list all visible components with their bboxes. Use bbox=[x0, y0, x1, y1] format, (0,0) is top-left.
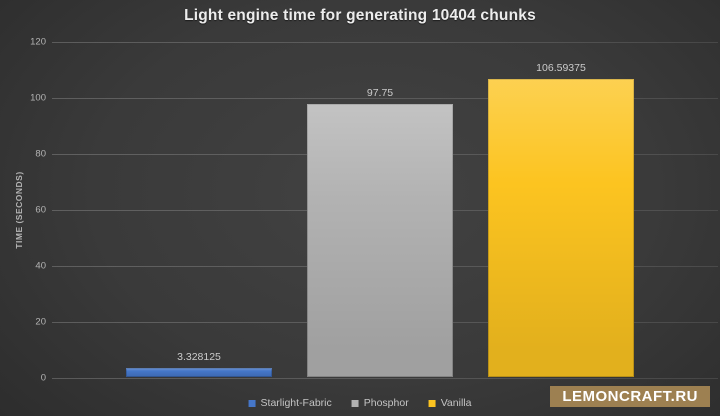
legend: Starlight-Fabric Phosphor Vanilla bbox=[248, 397, 472, 409]
watermark-banner: LEMONCRAFT.RU bbox=[550, 386, 710, 407]
chart-title: Light engine time for generating 10404 c… bbox=[184, 7, 536, 24]
bar-value-label: 97.75 bbox=[366, 87, 394, 100]
y-tick-label: 20 bbox=[35, 316, 46, 328]
legend-label: Vanilla bbox=[440, 397, 472, 409]
legend-item-starlight-fabric[interactable]: Starlight-Fabric bbox=[248, 397, 332, 409]
y-tick-label: 100 bbox=[30, 92, 46, 104]
gridline bbox=[52, 42, 718, 43]
y-tick-label: 40 bbox=[35, 260, 46, 272]
legend-label: Starlight-Fabric bbox=[260, 397, 332, 409]
legend-swatch-icon bbox=[428, 399, 436, 407]
legend-label: Phosphor bbox=[363, 397, 409, 409]
y-axis-title: TIME (SECONDS) bbox=[14, 171, 24, 249]
gridline bbox=[52, 377, 718, 379]
legend-swatch-icon bbox=[351, 399, 359, 407]
legend-item-vanilla[interactable]: Vanilla bbox=[428, 397, 472, 409]
bar-vanilla[interactable] bbox=[488, 79, 634, 378]
y-tick-label: 120 bbox=[30, 36, 46, 48]
bar-value-label: 106.59375 bbox=[536, 62, 586, 75]
y-tick-label: 80 bbox=[35, 148, 46, 160]
bar-phosphor[interactable] bbox=[307, 104, 453, 378]
legend-item-phosphor[interactable]: Phosphor bbox=[351, 397, 409, 409]
y-tick-label: 0 bbox=[40, 372, 46, 383]
legend-swatch-icon bbox=[248, 399, 256, 407]
y-tick-label: 60 bbox=[35, 204, 46, 216]
bar-starlight-fabric[interactable] bbox=[126, 368, 272, 378]
gridline bbox=[52, 97, 718, 99]
bar-value-label: 3.328125 bbox=[177, 351, 221, 364]
